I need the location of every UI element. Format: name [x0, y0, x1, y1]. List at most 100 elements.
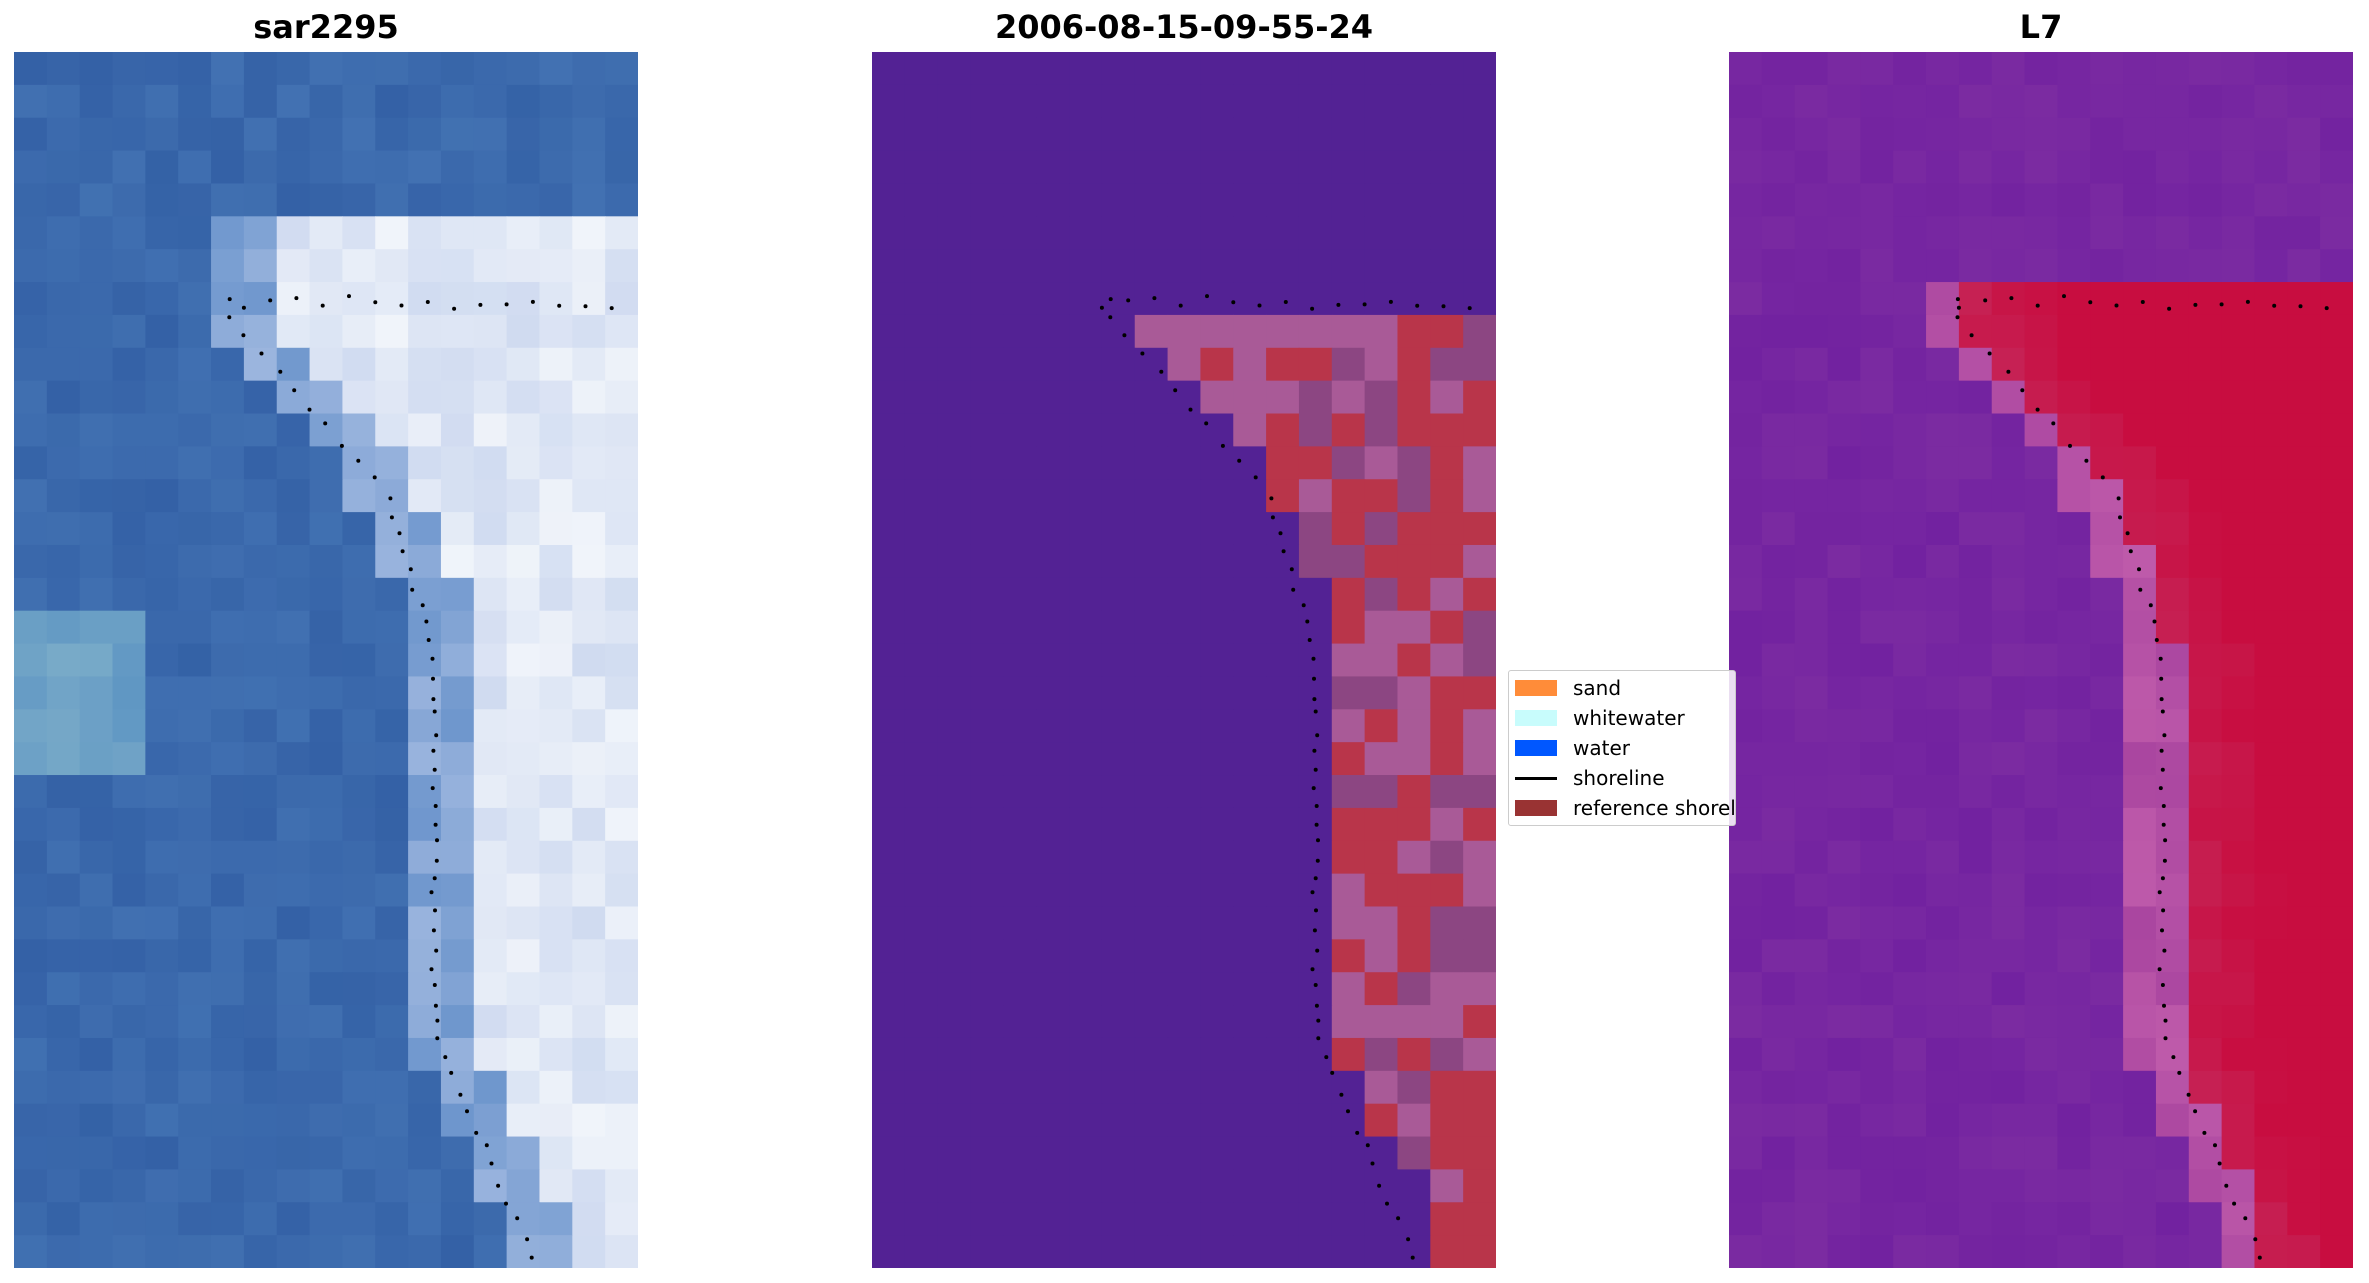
- image-pixel: [1794, 347, 1829, 382]
- image-pixel: [2221, 1037, 2256, 1072]
- image-pixel: [1430, 939, 1464, 973]
- image-pixel: [408, 347, 442, 382]
- image-pixel: [178, 282, 212, 316]
- image-pixel: [1926, 643, 1960, 678]
- image-pixel: [309, 1103, 344, 1138]
- image-pixel: [1729, 479, 1763, 513]
- image-pixel: [2287, 643, 2321, 678]
- image-pixel: [1134, 282, 1169, 316]
- image-pixel: [276, 577, 311, 612]
- image-pixel: [408, 52, 442, 86]
- image-pixel: [1101, 1202, 1136, 1236]
- image-pixel: [872, 150, 906, 185]
- image-pixel: [1991, 183, 2026, 217]
- image-pixel: [1926, 1136, 1960, 1170]
- image-pixel: [1397, 446, 1431, 480]
- image-pixel: [276, 544, 311, 579]
- image-pixel: [1101, 775, 1136, 809]
- image-pixel: [440, 150, 475, 185]
- image-pixel: [970, 249, 1004, 283]
- image-pixel: [46, 479, 81, 513]
- image-pixel: [46, 742, 81, 776]
- image-pixel: [473, 775, 508, 809]
- image-pixel: [211, 775, 245, 809]
- image-pixel: [539, 840, 573, 875]
- image-pixel: [309, 972, 344, 1006]
- image-pixel: [2090, 117, 2124, 152]
- image-pixel: [473, 709, 508, 743]
- image-pixel: [2188, 643, 2223, 678]
- image-pixel: [408, 380, 442, 415]
- image-pixel: [276, 249, 311, 283]
- image-pixel: [572, 150, 606, 185]
- image-pixel: [1827, 544, 1861, 579]
- image-pixel: [506, 643, 541, 678]
- image-pixel: [1860, 807, 1894, 842]
- image-pixel: [14, 52, 48, 86]
- image-pixel: [79, 216, 114, 250]
- image-pixel: [1397, 282, 1431, 316]
- image-pixel: [46, 52, 81, 86]
- image-pixel: [243, 544, 278, 579]
- image-pixel: [1827, 413, 1861, 447]
- image-pixel: [79, 1037, 114, 1072]
- image-pixel: [2057, 446, 2091, 480]
- image-pixel: [1266, 873, 1300, 908]
- image-pixel: [2188, 906, 2223, 940]
- image-pixel: [1761, 807, 1796, 842]
- image-pixel: [14, 1103, 48, 1138]
- image-pixel: [605, 544, 638, 579]
- image-pixel: [1233, 742, 1267, 776]
- image-pixel: [1266, 610, 1300, 645]
- image-pixel: [506, 742, 541, 776]
- image-pixel: [539, 939, 573, 973]
- image-pixel: [2090, 643, 2124, 678]
- image-pixel: [2254, 314, 2288, 349]
- image-pixel: [276, 906, 311, 940]
- image-pixel: [1331, 380, 1366, 415]
- image-pixel: [572, 1005, 606, 1039]
- image-pixel: [2287, 1235, 2321, 1268]
- image-pixel: [872, 413, 906, 447]
- image-pixel: [342, 610, 376, 645]
- image-pixel: [178, 1235, 212, 1268]
- image-pixel: [1069, 1235, 1103, 1268]
- panel-title-3: L7: [2019, 8, 2063, 46]
- image-pixel: [2057, 643, 2091, 678]
- image-pixel: [1134, 512, 1169, 546]
- image-pixel: [112, 150, 146, 185]
- image-pixel: [243, 52, 278, 86]
- image-pixel: [1991, 446, 2026, 480]
- image-pixel: [2155, 840, 2190, 875]
- image-pixel: [539, 807, 573, 842]
- image-pixel: [2188, 446, 2223, 480]
- image-pixel: [2188, 1169, 2223, 1203]
- image-pixel: [473, 873, 508, 908]
- image-pixel: [1860, 380, 1894, 415]
- image-pixel: [970, 840, 1004, 875]
- image-pixel: [1298, 577, 1333, 612]
- image-pixel: [243, 775, 278, 809]
- image-pixel: [14, 775, 48, 809]
- image-pixel: [572, 512, 606, 546]
- image-pixel: [112, 1202, 146, 1236]
- image-pixel: [2024, 52, 2059, 86]
- image-pixel: [1761, 873, 1796, 908]
- image-pixel: [2155, 1103, 2190, 1138]
- image-pixel: [872, 1103, 906, 1138]
- image-pixel: [46, 906, 81, 940]
- image-pixel: [2287, 1005, 2321, 1039]
- image-pixel: [46, 775, 81, 809]
- image-pixel: [2221, 1103, 2256, 1138]
- image-pixel: [178, 84, 212, 119]
- image-pixel: [1794, 775, 1829, 809]
- image-pixel: [2221, 150, 2256, 185]
- image-pixel: [1200, 840, 1234, 875]
- image-pixel: [970, 1202, 1004, 1236]
- image-pixel: [1036, 709, 1070, 743]
- image-pixel: [1266, 117, 1300, 152]
- image-pixel: [872, 216, 906, 250]
- image-pixel: [539, 1070, 573, 1105]
- image-pixel: [342, 775, 376, 809]
- image-pixel: [243, 1037, 278, 1072]
